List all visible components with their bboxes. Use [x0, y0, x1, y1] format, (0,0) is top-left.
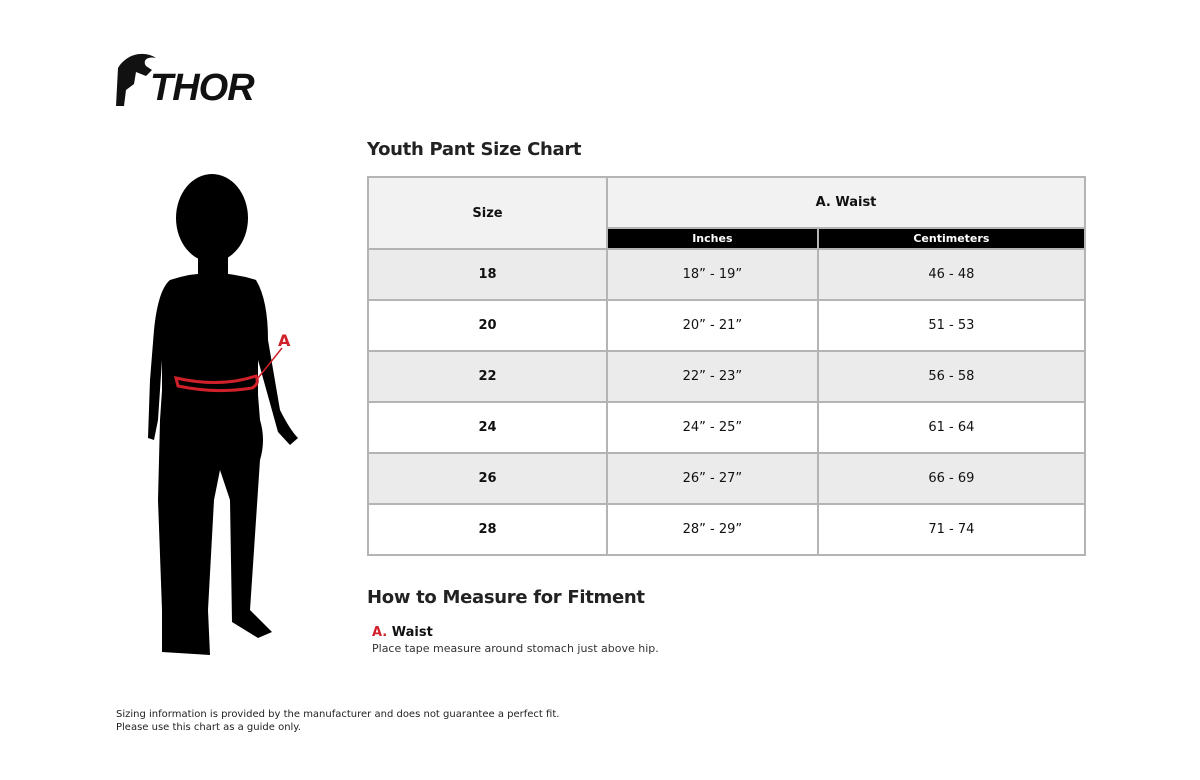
table-row: 28 28” - 29” 71 - 74: [367, 503, 1087, 556]
measure-description: Place tape measure around stomach just a…: [372, 642, 659, 655]
svg-text:THOR: THOR: [150, 67, 255, 108]
header-size: Size: [367, 176, 608, 250]
size-cell: 24: [367, 401, 608, 454]
centimeters-cell: 51 - 53: [816, 299, 1087, 352]
measure-name: Waist: [391, 625, 433, 640]
chart-title: Youth Pant Size Chart: [367, 139, 582, 160]
header-waist: A. Waist: [606, 176, 1086, 229]
centimeters-cell: 66 - 69: [816, 452, 1087, 505]
centimeters-cell: 56 - 58: [816, 350, 1087, 403]
measure-title: How to Measure for Fitment: [367, 587, 645, 608]
size-cell: 28: [367, 503, 608, 556]
youth-figure-silhouette: A: [148, 174, 298, 655]
size-cell: 20: [367, 299, 608, 352]
thor-logo: THOR: [116, 53, 256, 108]
disclaimer-line-1: Sizing information is provided by the ma…: [116, 709, 560, 720]
centimeters-cell: 46 - 48: [816, 248, 1087, 301]
table-row: 20 20” - 21” 51 - 53: [367, 299, 1087, 352]
inches-cell: 22” - 23”: [606, 350, 819, 403]
measure-letter: A.: [372, 625, 388, 640]
inches-cell: 24” - 25”: [606, 401, 819, 454]
inches-cell: 26” - 27”: [606, 452, 819, 505]
disclaimer-line-2: Please use this chart as a guide only.: [116, 722, 301, 733]
table-row: 24 24” - 25” 61 - 64: [367, 401, 1087, 454]
centimeters-cell: 61 - 64: [816, 401, 1087, 454]
size-cell: 18: [367, 248, 608, 301]
table-row: 22 22” - 23” 56 - 58: [367, 350, 1087, 403]
header-inches: Inches: [606, 227, 819, 250]
size-cell: 22: [367, 350, 608, 403]
table-row: 26 26” - 27” 66 - 69: [367, 452, 1087, 505]
size-cell: 26: [367, 452, 608, 505]
inches-cell: 18” - 19”: [606, 248, 819, 301]
inches-cell: 20” - 21”: [606, 299, 819, 352]
header-centimeters: Centimeters: [816, 227, 1087, 250]
table-row: 18 18” - 19” 46 - 48: [367, 248, 1087, 301]
disclaimer: Sizing information is provided by the ma…: [116, 708, 559, 734]
measure-item-label: A. Waist: [372, 625, 433, 640]
inches-cell: 28” - 29”: [606, 503, 819, 556]
centimeters-cell: 71 - 74: [816, 503, 1087, 556]
waist-marker-label: A: [278, 331, 291, 350]
size-chart-table: Size A. Waist Inches Centimeters 18 18” -…: [367, 176, 1087, 556]
